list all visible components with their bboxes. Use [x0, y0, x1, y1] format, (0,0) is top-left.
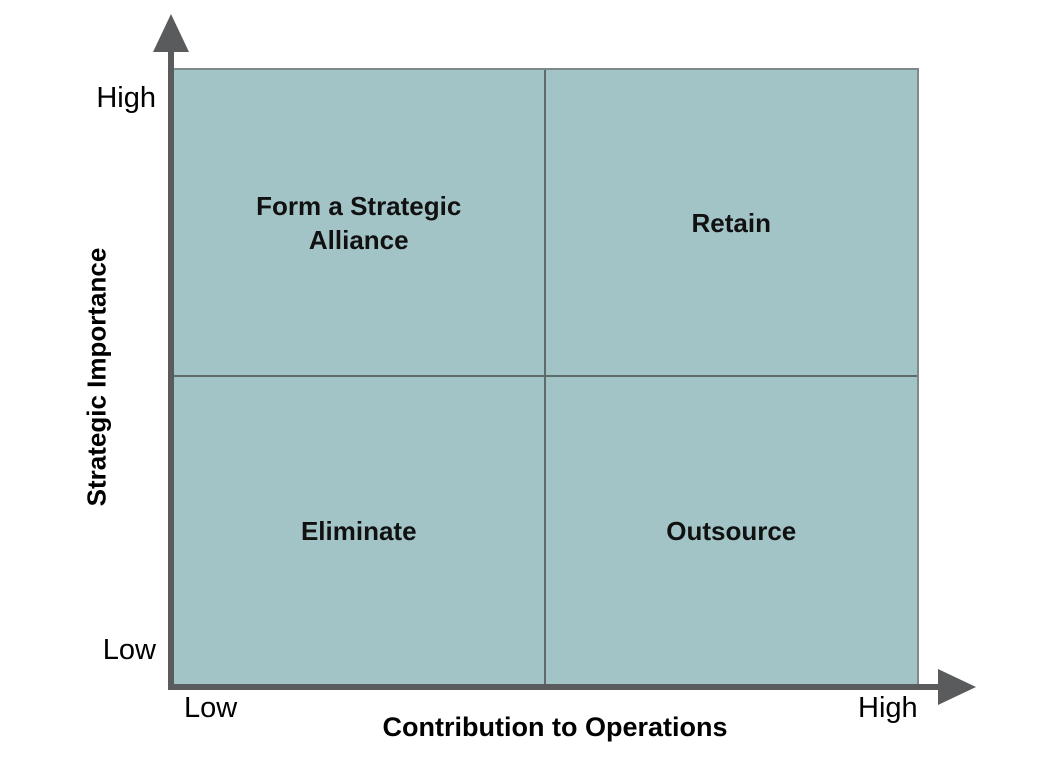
x-axis-title: Contribution to Operations	[382, 712, 728, 742]
quadrant-bottom-right: Outsource	[546, 377, 918, 684]
quadrant-bottom-left: Eliminate	[174, 377, 546, 684]
y-axis-title: Strategic Importance	[81, 247, 112, 507]
x-axis-tick-high: High	[858, 692, 918, 724]
y-axis-arrow-up-icon	[153, 14, 189, 52]
y-axis-line	[168, 38, 174, 690]
quadrant-bottom-right-label: Outsource	[666, 515, 797, 546]
y-axis-tick-low: Low	[102, 634, 156, 666]
quadrant-bottom-left-label: Eliminate	[300, 515, 417, 546]
matrix-grid: Form a Strategic Alliance Retain Elimina…	[174, 68, 919, 684]
x-axis-line	[168, 684, 940, 690]
y-axis-tick-high: High	[96, 82, 156, 114]
quadrant-top-left-label: Form a Strategic Alliance	[256, 190, 462, 255]
quadrant-top-right-label: Retain	[691, 207, 771, 238]
x-axis-arrow-right-icon	[938, 669, 976, 705]
quadrant-top-right: Retain	[545, 70, 917, 377]
x-axis-tick-low: Low	[184, 692, 238, 724]
quadrant-top-left: Form a Strategic Alliance	[174, 70, 546, 377]
